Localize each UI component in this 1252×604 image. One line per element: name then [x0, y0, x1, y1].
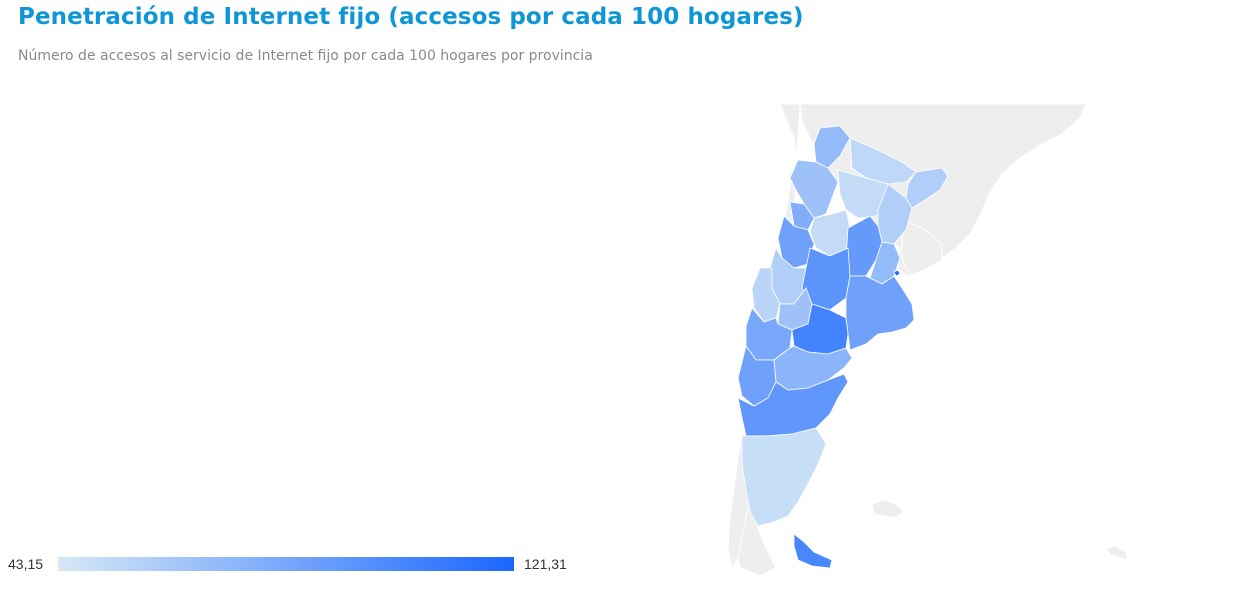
province-jujuy[interactable]: [813, 125, 851, 169]
province-chaco[interactable]: [837, 169, 893, 219]
page-title: Penetración de Internet fijo (accesos po…: [18, 4, 804, 30]
province-santa-cruz[interactable]: [741, 427, 827, 527]
province-cordoba[interactable]: [801, 247, 851, 311]
legend-gradient-bar: [58, 557, 514, 571]
map: [680, 98, 1240, 598]
page-subtitle: Número de accesos al servicio de Interne…: [18, 48, 593, 64]
province-tucuman[interactable]: [789, 201, 815, 231]
legend-min-label: 43,15: [8, 556, 44, 572]
province-tierra-del-fuego[interactable]: [793, 533, 833, 569]
province-buenos-aires[interactable]: [845, 275, 915, 351]
land-uruguay: [901, 221, 943, 275]
province-misiones[interactable]: [905, 167, 949, 209]
province-salta[interactable]: [789, 159, 839, 219]
land-malvinas: [871, 499, 905, 519]
province-formosa[interactable]: [849, 137, 917, 185]
legend-max-label: 121,31: [524, 556, 567, 572]
province-caba[interactable]: [893, 269, 901, 277]
land-georgias: [1105, 545, 1129, 561]
map-svg: [727, 103, 1129, 577]
